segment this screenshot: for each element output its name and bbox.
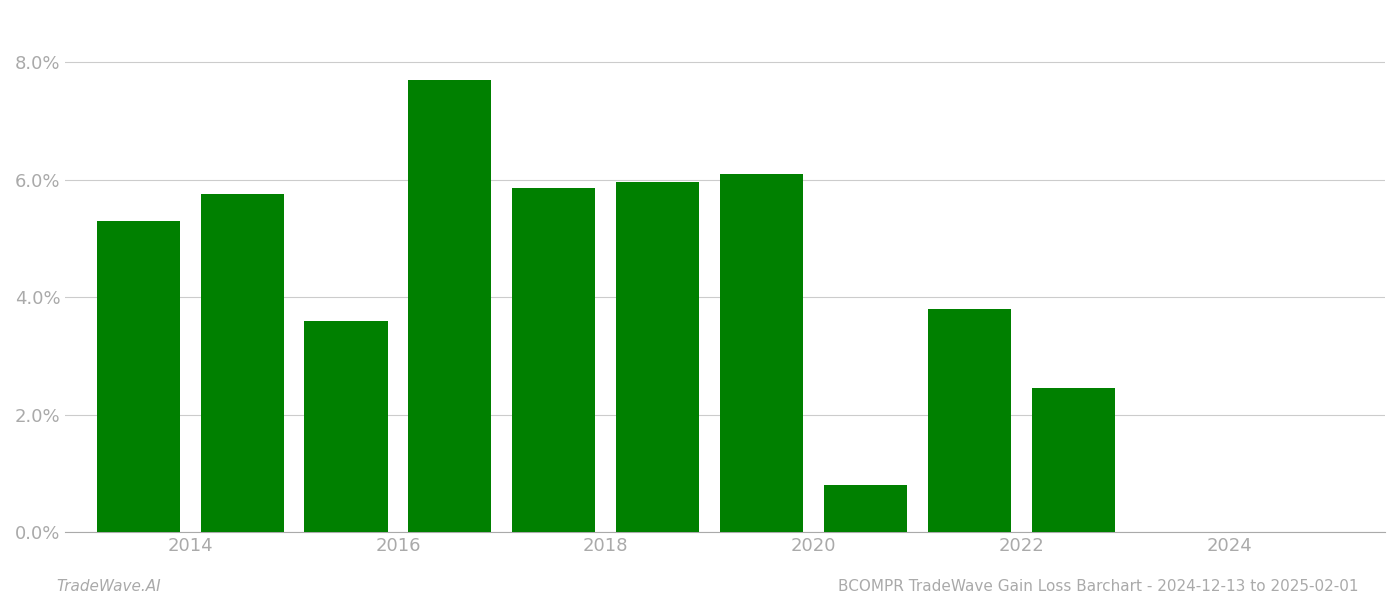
Bar bbox=[928, 309, 1011, 532]
Bar bbox=[825, 485, 907, 532]
Bar bbox=[409, 80, 491, 532]
Bar bbox=[720, 173, 804, 532]
Text: BCOMPR TradeWave Gain Loss Barchart - 2024-12-13 to 2025-02-01: BCOMPR TradeWave Gain Loss Barchart - 20… bbox=[837, 579, 1358, 594]
Bar bbox=[512, 188, 595, 532]
Bar bbox=[97, 221, 179, 532]
Bar bbox=[1032, 388, 1114, 532]
Bar bbox=[616, 182, 699, 532]
Bar bbox=[200, 194, 284, 532]
Bar bbox=[304, 320, 388, 532]
Text: TradeWave.AI: TradeWave.AI bbox=[56, 579, 161, 594]
